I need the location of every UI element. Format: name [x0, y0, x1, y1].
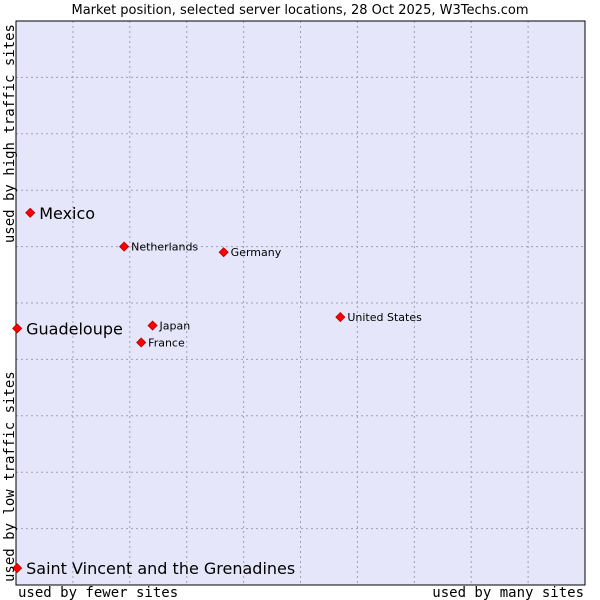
- diamond-marker-icon: [147, 320, 158, 331]
- point-label: France: [148, 336, 185, 349]
- point-label: Japan: [159, 320, 191, 333]
- point-netherlands: Netherlands: [119, 241, 198, 254]
- point-label: United States: [347, 311, 422, 324]
- point-germany: Germany: [218, 246, 282, 259]
- diamond-marker-icon: [119, 241, 130, 252]
- diamond-marker-icon: [218, 247, 229, 258]
- plot-frame: [15, 20, 586, 586]
- point-guadeloupe: Guadeloupe: [12, 319, 123, 338]
- point-united-states: United States: [335, 311, 422, 324]
- point-label: Saint Vincent and the Grenadines: [26, 559, 295, 578]
- y-axis-label-low: used by low traffic sites: [2, 371, 18, 582]
- diamond-marker-icon: [136, 337, 147, 348]
- diamond-marker-icon: [12, 323, 23, 334]
- diamond-marker-icon: [335, 312, 346, 323]
- data-points: Mexico Guadeloupe Saint Vincent and the Gr…: [12, 204, 422, 578]
- point-japan: Japan: [147, 320, 191, 333]
- point-saint-vincent-and-the-grenadines: Saint Vincent and the Grenadines: [12, 559, 295, 578]
- point-mexico: Mexico: [25, 204, 95, 223]
- x-axis-label-high: used by many sites: [432, 585, 584, 600]
- point-label: Netherlands: [131, 241, 198, 254]
- chart-title: Market position, selected server locatio…: [71, 3, 528, 18]
- point-france: France: [136, 336, 185, 349]
- point-label: Guadeloupe: [26, 319, 123, 338]
- point-label: Germany: [231, 246, 282, 259]
- diamond-marker-icon: [12, 563, 23, 574]
- point-label: Mexico: [39, 204, 95, 223]
- x-axis-label-low: used by fewer sites: [18, 585, 178, 600]
- grid-lines: [16, 21, 585, 585]
- diamond-marker-icon: [25, 207, 36, 218]
- y-axis-label-high: used by high traffic sites: [2, 24, 18, 243]
